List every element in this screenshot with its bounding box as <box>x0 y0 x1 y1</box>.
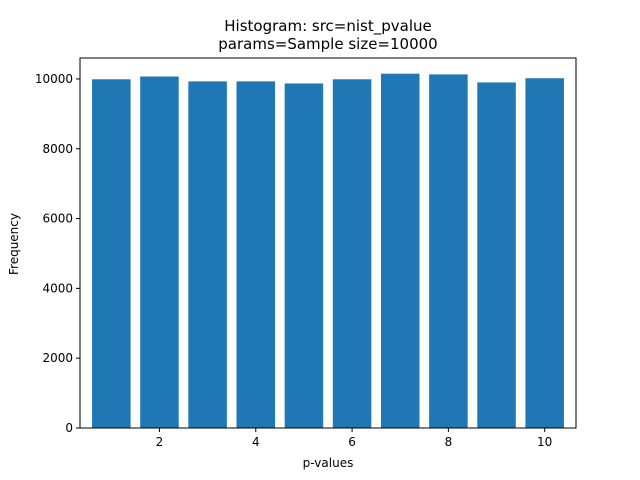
x-ticks-group: 2 4 6 8 10 <box>156 428 552 449</box>
x-tick-label: 4 <box>252 435 260 449</box>
bar-2 <box>140 76 179 428</box>
chart-title-line-2: params=Sample size=10000 <box>218 35 437 53</box>
y-tick-label: 8000 <box>42 142 73 156</box>
bar-8 <box>429 74 468 428</box>
bar-7 <box>380 73 420 428</box>
y-tick-label: 2000 <box>42 351 73 365</box>
x-tick-label: 2 <box>156 435 164 449</box>
x-tick-label: 6 <box>348 435 356 449</box>
bars-group <box>92 73 564 429</box>
y-tick-label: 0 <box>65 421 73 435</box>
chart-title-line-1: Histogram: src=nist_pvalue <box>224 17 431 36</box>
y-tick-label: 10000 <box>35 72 73 86</box>
y-tick-label: 6000 <box>42 212 73 226</box>
plot-area-frame <box>79 57 577 429</box>
x-tick-label: 8 <box>445 435 453 449</box>
x-tick-label: 10 <box>537 435 552 449</box>
bar-5 <box>284 83 324 428</box>
bar-10 <box>525 78 564 428</box>
bar-9 <box>477 82 516 428</box>
x-axis-label: p-values <box>303 456 354 470</box>
y-tick-label: 4000 <box>42 281 73 295</box>
y-axis-label: Frequency <box>7 213 21 275</box>
bar-6 <box>332 79 372 428</box>
bar-1 <box>92 79 131 428</box>
bar-4 <box>236 81 276 429</box>
y-ticks-group: 0 2000 4000 6000 8000 10000 <box>35 72 80 435</box>
bar-3 <box>188 81 227 429</box>
